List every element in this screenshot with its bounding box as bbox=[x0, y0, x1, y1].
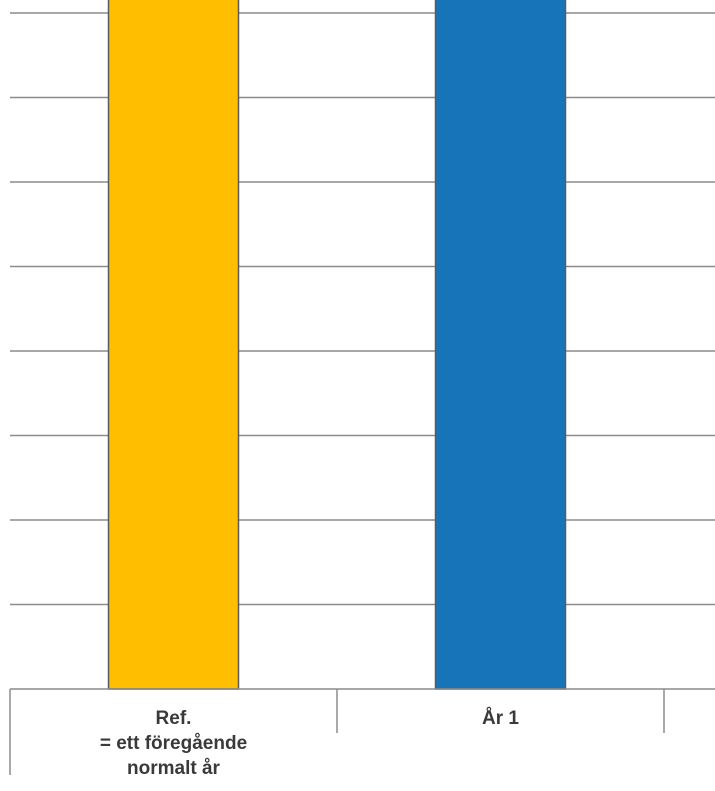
category-label: År 1 bbox=[482, 708, 519, 729]
category-axis: Ref. = ett föregående normalt år År 1 bbox=[9, 688, 715, 779]
category-label: = ett föregående bbox=[100, 733, 247, 754]
bar-2 bbox=[434, 0, 567, 690]
category-label: Ref. bbox=[156, 708, 192, 729]
bar-1 bbox=[107, 0, 240, 690]
bars bbox=[107, 0, 567, 690]
category-label: normalt år bbox=[127, 758, 221, 779]
